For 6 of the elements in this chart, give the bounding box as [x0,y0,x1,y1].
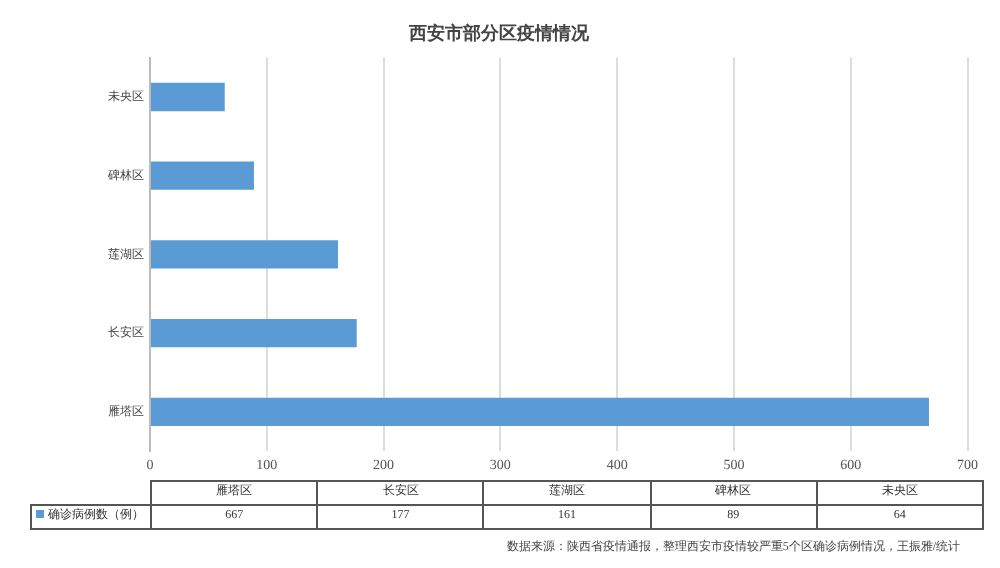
bar [151,397,929,427]
bar [151,82,225,112]
bar [151,161,254,190]
bar [151,240,339,269]
chart-title: 西安市部分区疫情情况 [407,23,591,44]
bar [151,318,357,348]
